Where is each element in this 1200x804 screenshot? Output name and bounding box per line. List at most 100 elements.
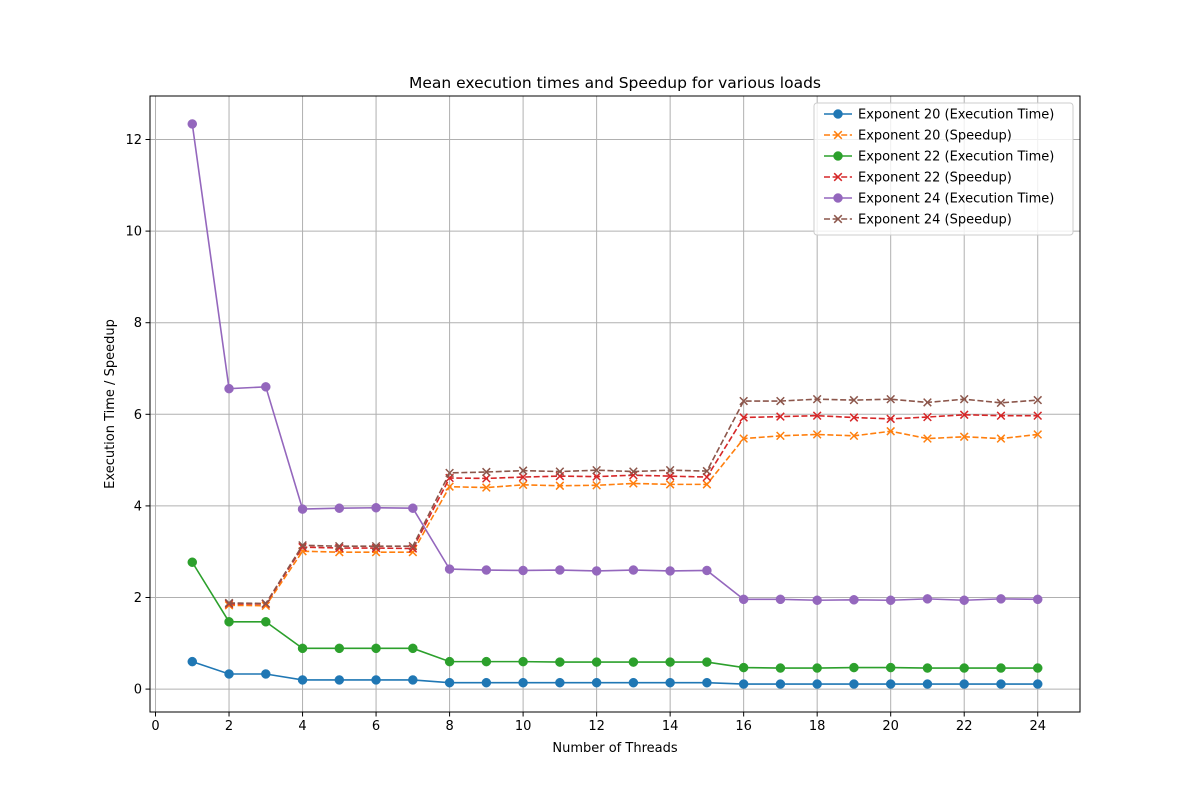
data-point [812, 595, 822, 605]
data-point [261, 601, 271, 611]
data-point [849, 413, 859, 422]
data-point [922, 663, 933, 673]
data-point [702, 480, 712, 489]
data-point [371, 643, 381, 654]
data-point [922, 679, 933, 689]
data-point [702, 657, 712, 667]
data-point [482, 474, 491, 483]
data-point [224, 598, 234, 608]
data-point [371, 541, 381, 551]
data-point [665, 566, 675, 576]
data-point [297, 675, 308, 685]
x-tick-label: 0 [151, 719, 159, 734]
x-axis-ticks: 0 2 4 6 8 10 12 14 16 18 20 22 24 [151, 712, 1046, 734]
data-point [812, 394, 822, 404]
y-tick-label: 10 [125, 225, 142, 240]
x-tick-label: 4 [298, 719, 306, 734]
data-point [959, 394, 969, 404]
data-point [518, 480, 528, 490]
legend-marker [833, 193, 843, 203]
data-point [996, 434, 1006, 443]
legend-entry: Exponent 24 (Execution Time) [824, 192, 1054, 207]
data-point [224, 669, 234, 679]
data-point [739, 413, 748, 422]
x-tick-label: 2 [225, 719, 233, 734]
x-tick-label: 22 [956, 719, 973, 734]
data-point [665, 480, 675, 489]
data-point [518, 656, 528, 667]
legend-entry: Exponent 22 (Speedup) [824, 171, 1012, 186]
data-point [592, 480, 601, 490]
data-point [996, 679, 1006, 689]
data-point [849, 431, 859, 441]
y-tick-label: 8 [134, 316, 142, 331]
y-axis-ticks: 0 2 4 6 8 10 12 [125, 133, 150, 698]
data-point [702, 565, 712, 576]
data-point [739, 434, 748, 443]
data-point [959, 410, 969, 420]
data-point [555, 657, 565, 667]
x-tick-label: 12 [588, 719, 605, 734]
data-point [775, 594, 786, 605]
x-tick-label: 10 [515, 719, 532, 734]
data-point [996, 398, 1006, 408]
data-point [592, 472, 601, 481]
data-point [812, 430, 822, 439]
data-point [334, 503, 345, 513]
data-point [1032, 594, 1043, 605]
data-point [187, 656, 198, 667]
data-point [224, 383, 234, 394]
data-point [702, 677, 712, 688]
legend-marker [833, 130, 843, 140]
data-point [959, 679, 969, 689]
y-tick-label: 12 [125, 133, 142, 148]
data-point [261, 669, 271, 679]
data-point [444, 656, 455, 667]
data-point [481, 656, 492, 667]
series-line [192, 660, 1038, 685]
data-point [298, 540, 307, 550]
data-point [334, 643, 345, 654]
data-point [518, 565, 528, 576]
data-point [408, 643, 418, 654]
x-tick-label: 20 [882, 719, 899, 734]
series-6 [224, 394, 1043, 608]
data-point [334, 541, 344, 551]
data-point [444, 677, 455, 688]
x-tick-label: 14 [662, 719, 679, 734]
data-point [408, 544, 418, 553]
data-point [261, 382, 271, 392]
data-point [812, 411, 822, 421]
data-point [628, 677, 639, 688]
data-point [629, 479, 638, 488]
data-point [776, 396, 785, 406]
data-point [959, 595, 969, 605]
data-point [665, 465, 675, 475]
data-point [591, 657, 602, 667]
x-tick-label: 8 [445, 719, 453, 734]
data-point [408, 675, 418, 685]
legend-entry: Exponent 20 (Execution Time) [824, 108, 1054, 123]
data-point [849, 595, 859, 605]
legend-label: Exponent 20 (Execution Time) [858, 108, 1054, 123]
legend-marker [833, 151, 843, 161]
data-point [628, 657, 639, 667]
data-point [408, 541, 418, 551]
data-point [922, 594, 933, 604]
data-point [959, 432, 969, 442]
data-point [776, 412, 785, 421]
data-point [555, 677, 565, 688]
data-point [297, 643, 308, 654]
series-line [191, 561, 1038, 669]
data-point [665, 657, 675, 667]
data-point [812, 663, 822, 673]
data-point [776, 431, 785, 441]
data-point [481, 565, 492, 575]
data-point [665, 677, 675, 688]
y-tick-label: 2 [134, 591, 142, 606]
data-point [923, 434, 932, 443]
legend-entry: Exponent 20 (Speedup) [824, 129, 1012, 144]
y-tick-label: 6 [134, 408, 142, 423]
data-point [629, 470, 638, 480]
data-point [996, 411, 1006, 421]
